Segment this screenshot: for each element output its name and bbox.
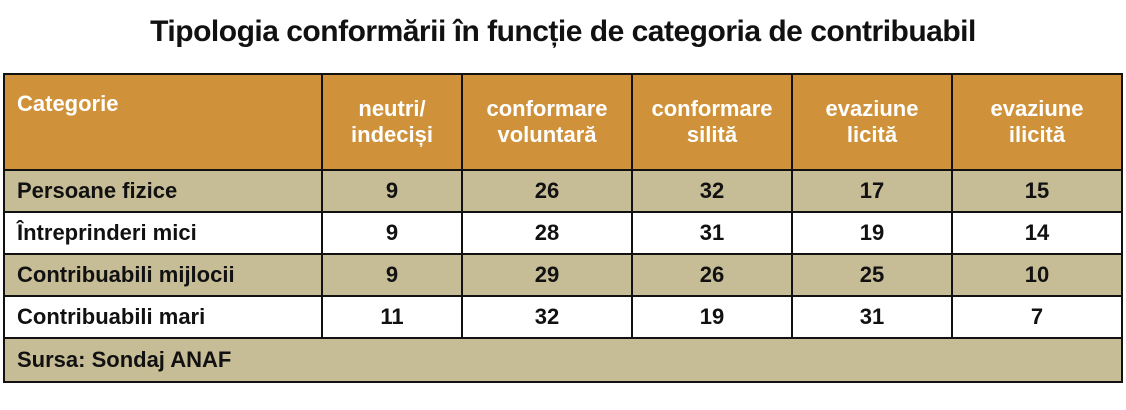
- table-cell: 29: [461, 253, 633, 297]
- table-cell: 19: [631, 295, 793, 339]
- table-cell: 32: [631, 169, 793, 213]
- source-row: Sursa: Sondaj ANAF: [3, 337, 1123, 383]
- table-cell: 9: [321, 253, 463, 297]
- table-cell: 9: [321, 211, 463, 255]
- table-row: Persoane fizice 9 26 32 17 15: [3, 169, 1123, 213]
- table-row: Contribuabili mijlocii 9 29 26 25 10: [3, 253, 1123, 297]
- chart-title: Tipologia conformării în funcție de cate…: [150, 15, 976, 48]
- table-cell: 15: [951, 169, 1123, 213]
- data-table: Categorie neutri/ indeciși conformare vo…: [3, 73, 1123, 383]
- table-cell: 14: [951, 211, 1123, 255]
- table-cell: 31: [791, 295, 953, 339]
- source-note: Sursa: Sondaj ANAF: [3, 337, 1123, 383]
- header-evaziune-licita: evaziune licită: [791, 73, 953, 171]
- table-cell: 10: [951, 253, 1123, 297]
- row-label: Persoane fizice: [3, 169, 323, 213]
- table-cell: 11: [321, 295, 463, 339]
- table-cell: 17: [791, 169, 953, 213]
- table-cell: 26: [461, 169, 633, 213]
- table-cell: 32: [461, 295, 633, 339]
- table-row: Întreprinderi mici 9 28 31 19 14: [3, 211, 1123, 255]
- table-cell: 25: [791, 253, 953, 297]
- header-category: Categorie: [3, 73, 323, 171]
- header-conformare-silita: conformare silită: [631, 73, 793, 171]
- table-cell: 7: [951, 295, 1123, 339]
- row-label: Întreprinderi mici: [3, 211, 323, 255]
- table-row: Contribuabili mari 11 32 19 31 7: [3, 295, 1123, 339]
- header-neutri: neutri/ indeciși: [321, 73, 463, 171]
- row-label: Contribuabili mari: [3, 295, 323, 339]
- header-evaziune-ilicita: evaziune ilicită: [951, 73, 1123, 171]
- table-cell: 28: [461, 211, 633, 255]
- table-cell: 19: [791, 211, 953, 255]
- header-conformare-voluntara: conformare voluntară: [461, 73, 633, 171]
- row-label: Contribuabili mijlocii: [3, 253, 323, 297]
- table-cell: 9: [321, 169, 463, 213]
- table-cell: 31: [631, 211, 793, 255]
- header-row: Categorie neutri/ indeciși conformare vo…: [3, 73, 1123, 171]
- table-cell: 26: [631, 253, 793, 297]
